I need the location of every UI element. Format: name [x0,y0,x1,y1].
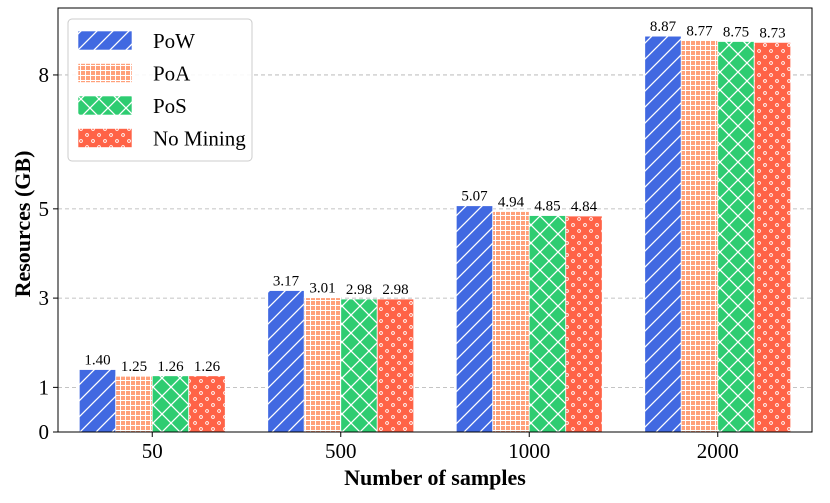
data-labels: 1.40 1.25 1.26 1.26 3.17 3.01 2.98 2.98 5.07 4.94… [84,19,785,375]
bar-value-label: 8.73 [759,25,785,41]
y-tick-label: 3 [39,286,50,310]
bar [151,375,190,433]
legend-label: PoS [153,94,187,118]
legend-swatch [77,95,133,116]
bar-value-label: 4.85 [534,199,560,215]
y-tick-label: 1 [39,375,50,399]
bar-value-label: 1.26 [157,359,184,375]
bar [565,215,603,433]
bar-value-label: 1.25 [121,359,147,375]
bar-value-label: 5.07 [461,189,488,205]
bar [455,205,494,433]
bar-value-label: 2.98 [346,282,372,298]
y-tick-label: 0 [39,420,50,444]
legend-label: PoW [153,29,195,53]
x-axis-title: Number of samples [344,465,526,490]
bar [753,41,792,433]
x-tick-label: 1000 [508,439,550,463]
bar-value-label: 4.84 [571,199,598,215]
axes: 0 1 3 5 8 50 500 1000 2000 [39,7,813,463]
legend-label: PoA [153,62,191,86]
y-tick-label: 8 [39,63,50,87]
legend-swatch [77,128,133,148]
bars [78,35,792,433]
legend-swatch [77,63,133,83]
y-axis-title: Resources (GB) [10,151,35,298]
bar [376,298,415,433]
bar-value-label: 3.01 [309,281,335,297]
x-tick-label: 500 [325,439,357,463]
bar [303,297,342,433]
y-tick-label: 5 [39,197,50,221]
bar-value-label: 8.87 [650,19,677,35]
bar-value-label: 8.77 [686,24,713,40]
bar [644,35,682,433]
bar [492,211,530,433]
bar-value-label: 4.94 [498,195,525,211]
bar-value-label: 1.26 [194,359,221,375]
bar [680,40,719,433]
bar-value-label: 8.75 [723,24,749,40]
bar-value-label: 1.40 [84,353,110,369]
bar [528,215,567,433]
bar [267,290,305,433]
bar [188,375,226,433]
bar-value-label: 2.98 [382,282,408,298]
legend: PoW PoA PoS No Mining [67,18,253,162]
bar [717,41,755,433]
bar [115,375,153,433]
legend-swatch [77,30,133,51]
bar [340,298,378,433]
legend-label: No Mining [153,127,246,151]
legend-box [67,18,253,162]
bar-value-label: 3.17 [273,274,300,290]
x-tick-label: 50 [142,439,163,463]
bar [78,369,117,433]
x-tick-label: 2000 [697,439,739,463]
plot-frame [57,7,813,433]
